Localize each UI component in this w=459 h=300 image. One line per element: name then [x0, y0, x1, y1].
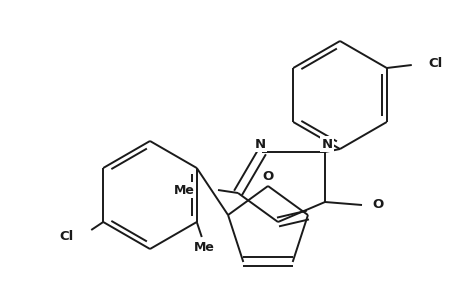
Text: O: O: [372, 199, 383, 212]
Text: O: O: [262, 169, 273, 182]
Text: Me: Me: [174, 184, 195, 196]
Text: Cl: Cl: [59, 230, 73, 244]
Text: Cl: Cl: [428, 56, 442, 70]
Text: Me: Me: [194, 242, 215, 254]
Text: N: N: [254, 137, 265, 151]
Text: N: N: [321, 137, 332, 151]
